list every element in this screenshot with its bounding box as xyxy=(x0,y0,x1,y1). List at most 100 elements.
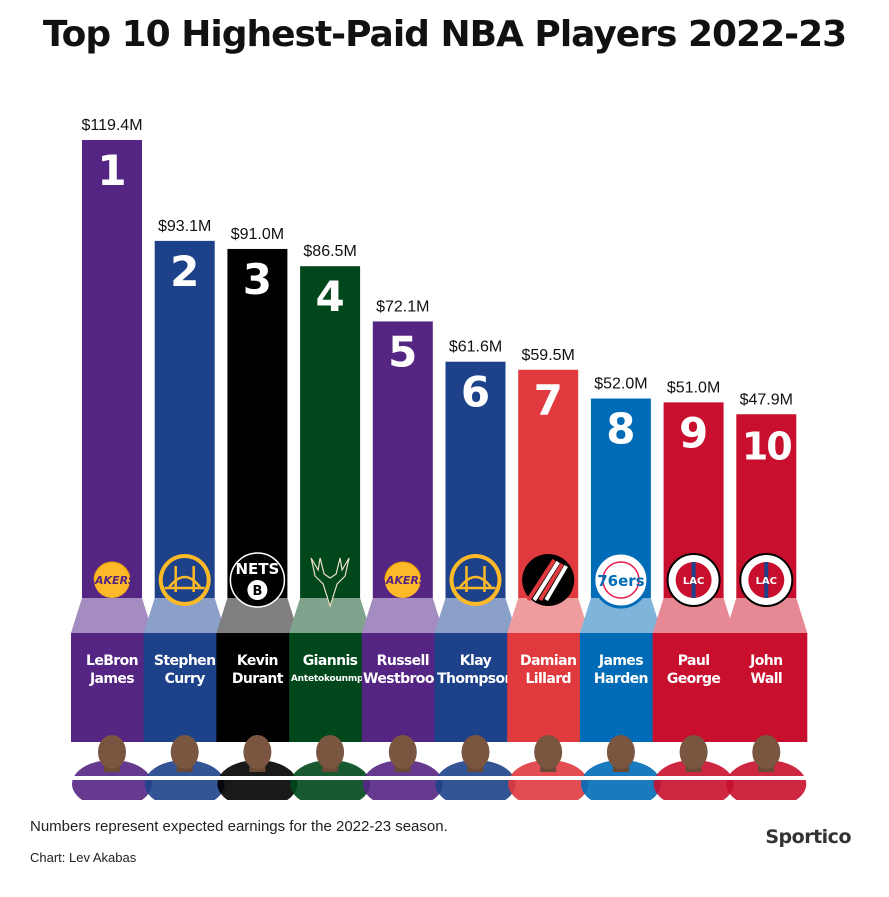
jersey-icon xyxy=(726,760,807,800)
player-first-name: John xyxy=(749,653,782,669)
rank-label: 7 xyxy=(534,376,563,425)
name-panel xyxy=(216,633,299,742)
value-label: $93.1M xyxy=(158,218,211,235)
value-label: $72.1M xyxy=(376,298,429,315)
player-head-icon xyxy=(606,735,635,769)
name-panel xyxy=(434,633,517,742)
value-label: $119.4M xyxy=(81,117,142,134)
player-first-name: James xyxy=(598,653,643,669)
bar-group: $119.4M 1 LeBron James LAKERS xyxy=(71,117,153,800)
sixers-wordmark: 76ers xyxy=(597,572,644,590)
footnote: Numbers represent expected earnings for … xyxy=(30,818,448,835)
jersey-icon xyxy=(362,760,443,800)
deer-head-icon xyxy=(310,557,350,608)
player-first-name: Russell xyxy=(377,653,429,669)
rank-label: 3 xyxy=(243,255,272,304)
bar-group: $72.1M 5 Russell Westbrook LAKERS xyxy=(361,298,444,800)
bar-group: $91.0M 3 Kevin Durant NETS B xyxy=(216,226,299,800)
player-head-icon xyxy=(243,735,272,769)
bar xyxy=(82,140,142,598)
player-head-icon xyxy=(534,735,563,769)
ribbon xyxy=(289,598,372,633)
lakers-wordmark: LAKERS xyxy=(88,574,136,587)
bar-group: $59.5M 7 Damian Lillard xyxy=(507,347,590,800)
bar-group: $61.6M 6 Klay Thompson xyxy=(434,339,517,800)
player-head-icon xyxy=(752,735,781,769)
player-last-name: James xyxy=(89,671,134,687)
rank-label: 10 xyxy=(742,424,791,468)
name-panel xyxy=(143,633,226,742)
chart-title: Top 10 Highest-Paid NBA Players 2022-23 xyxy=(42,14,847,55)
ribbon xyxy=(71,598,153,633)
clippers-wordmark: LAC xyxy=(756,576,777,587)
jersey-icon xyxy=(653,760,734,800)
chart-credit: Chart: Lev Akabas xyxy=(30,850,137,865)
svg-text:B: B xyxy=(252,584,262,599)
player-last-name: Durant xyxy=(232,671,284,687)
brand-logo: Sportico xyxy=(765,826,851,848)
value-label: $47.9M xyxy=(740,391,793,408)
bar-chart: $119.4M 1 LeBron James LAKERS $93.1M 2 Stephen C… xyxy=(20,117,865,800)
bridge-icon xyxy=(455,566,496,592)
ribbon xyxy=(725,598,808,633)
bar-group: $52.0M 8 James Harden 76ers xyxy=(579,376,662,800)
player-head-icon xyxy=(316,735,345,769)
ribbon xyxy=(143,598,226,633)
player-last-name: Wall xyxy=(751,671,783,687)
name-panel xyxy=(725,633,808,742)
clippers-wordmark: LAC xyxy=(683,576,704,587)
jersey-icon xyxy=(144,760,225,800)
value-label: $91.0M xyxy=(231,226,284,243)
value-label: $51.0M xyxy=(667,379,720,396)
bar xyxy=(154,240,215,598)
player-head-icon xyxy=(170,735,199,769)
player-last-name: George xyxy=(667,671,721,687)
lakers-ball-icon xyxy=(94,562,130,598)
ribbon xyxy=(216,598,299,633)
rank-label: 5 xyxy=(388,327,417,376)
player-last-name: Curry xyxy=(165,671,206,687)
player-head-icon xyxy=(461,735,490,769)
player-last-name: Antetokounmpo xyxy=(291,674,369,684)
value-label: $61.6M xyxy=(449,339,502,356)
name-panel xyxy=(71,633,153,742)
player-head-icon xyxy=(98,735,126,769)
value-label: $86.5M xyxy=(303,243,356,260)
bar-group: $93.1M 2 Stephen Curry xyxy=(143,218,226,800)
rank-label: 8 xyxy=(606,405,635,454)
jersey-icon xyxy=(217,760,298,800)
ribbon xyxy=(652,598,735,633)
player-first-name: Kevin xyxy=(237,653,278,669)
bar-group: $47.9M 10 John Wall LAC xyxy=(725,391,808,800)
player-last-name: Westbrook xyxy=(363,671,444,687)
ribbon xyxy=(434,598,517,633)
photo-baseline xyxy=(20,776,865,780)
player-first-name: Klay xyxy=(460,653,492,669)
jersey-icon xyxy=(508,760,589,800)
jersey-icon xyxy=(72,760,152,800)
lakers-ball-icon xyxy=(384,562,421,598)
player-first-name: Giannis xyxy=(303,653,358,669)
lakers-wordmark: LAKERS xyxy=(379,574,427,587)
player-first-name: Damian xyxy=(520,653,576,669)
name-panel xyxy=(652,633,735,742)
bridge-icon xyxy=(164,566,205,592)
player-first-name: Stephen xyxy=(154,653,216,669)
player-last-name: Lillard xyxy=(525,671,571,687)
bar-group: $51.0M 9 Paul George LAC xyxy=(652,379,735,800)
player-head-icon xyxy=(679,735,708,769)
name-panel xyxy=(361,633,444,742)
bar xyxy=(372,321,433,598)
rank-label: 6 xyxy=(461,368,490,417)
bar xyxy=(300,266,361,598)
bar-group: $86.5M 4 Giannis Antetokounmpo xyxy=(289,243,372,800)
rank-label: 4 xyxy=(315,272,344,321)
basketball-icon xyxy=(247,580,268,600)
player-first-name: LeBron xyxy=(86,653,138,669)
value-label: $52.0M xyxy=(594,376,647,393)
name-panel xyxy=(289,633,372,742)
name-panel xyxy=(579,633,662,742)
jersey-icon xyxy=(580,760,661,800)
ribbon xyxy=(579,598,662,633)
bar xyxy=(227,248,288,598)
